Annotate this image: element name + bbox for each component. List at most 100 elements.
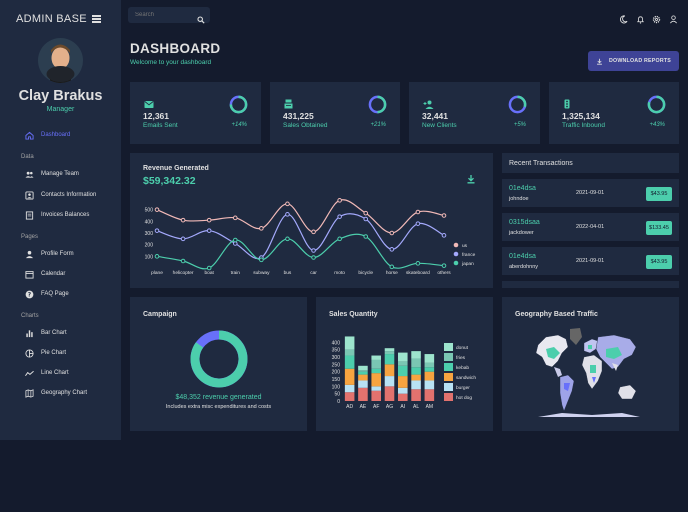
bar-segment-sandwich[interactable]: [398, 376, 408, 388]
transaction-row[interactable]: 01e4dsa aberdohnny 2021-09-01 $43.95: [502, 247, 679, 278]
bar-segment-kebab[interactable]: [371, 368, 381, 374]
bar-segment-burger[interactable]: [424, 380, 435, 390]
person-icon[interactable]: [669, 11, 678, 24]
data-point[interactable]: [154, 228, 160, 233]
sidebar-item-bar-chart[interactable]: Bar Chart: [25, 327, 67, 339]
data-point[interactable]: [180, 217, 186, 223]
bar-segment-kebab[interactable]: [358, 371, 368, 375]
bar-segment-burger[interactable]: [384, 376, 395, 387]
sidebar-item-dashboard[interactable]: Dashboard: [25, 129, 70, 141]
data-point[interactable]: [206, 228, 212, 233]
bar-segment-donut[interactable]: [424, 354, 435, 363]
data-point[interactable]: [441, 233, 447, 238]
data-point[interactable]: [180, 258, 186, 264]
avatar[interactable]: [38, 38, 83, 83]
bar-segment-burger[interactable]: [371, 386, 381, 391]
data-point[interactable]: [441, 263, 447, 268]
data-point[interactable]: [259, 257, 264, 263]
data-point[interactable]: [389, 247, 395, 252]
bar-segment-kebab[interactable]: [384, 354, 395, 365]
sidebar-item-manage-team[interactable]: Manage Team: [25, 168, 79, 180]
bar-segment-sandwich[interactable]: [344, 368, 355, 385]
sidebar-item-line-chart[interactable]: Line Chart: [25, 367, 69, 379]
bar-segment-kebab[interactable]: [424, 367, 435, 372]
bar-segment-donut[interactable]: [398, 352, 408, 362]
data-point[interactable]: [180, 236, 186, 242]
bar-segment-fries[interactable]: [344, 349, 355, 356]
data-point[interactable]: [206, 265, 212, 271]
data-point[interactable]: [415, 261, 421, 266]
data-point[interactable]: [337, 236, 342, 242]
bar-segment-donut[interactable]: [358, 365, 368, 371]
bar-segment-hot-dog[interactable]: [371, 390, 381, 401]
bar-segment-fries[interactable]: [424, 362, 435, 368]
bar-segment-fries[interactable]: [411, 358, 421, 368]
data-point[interactable]: [311, 255, 316, 260]
data-point[interactable]: [363, 234, 369, 239]
download-reports-button[interactable]: DOWNLOAD REPORTS: [588, 51, 679, 71]
sidebar-item-pie-chart[interactable]: Pie Chart: [25, 347, 66, 359]
data-point[interactable]: [259, 226, 264, 231]
sidebar-item-profile-form[interactable]: Profile Form: [25, 248, 74, 260]
data-point[interactable]: [232, 237, 238, 243]
bar-segment-kebab[interactable]: [398, 365, 408, 377]
bar-segment-fries[interactable]: [371, 359, 381, 369]
bar-segment-hot-dog[interactable]: [411, 389, 421, 401]
bar-segment-sandwich[interactable]: [358, 374, 368, 381]
notifications-icon[interactable]: [636, 11, 645, 24]
sidebar-item-invoices[interactable]: Invoices Balances: [25, 209, 89, 221]
data-point[interactable]: [337, 198, 342, 203]
bar-segment-donut[interactable]: [384, 348, 395, 352]
data-point[interactable]: [232, 215, 238, 221]
bar-segment-donut[interactable]: [411, 351, 421, 359]
bar-segment-donut[interactable]: [344, 336, 355, 350]
bar-segment-hot-dog[interactable]: [424, 389, 435, 401]
gear-icon[interactable]: [652, 11, 661, 24]
bar-segment-sandwich[interactable]: [411, 374, 421, 381]
data-point[interactable]: [311, 229, 316, 235]
transaction-row[interactable]: 0315dsaa jackdower 2022-04-01 $133.45: [502, 213, 679, 244]
bar-segment-fries[interactable]: [398, 361, 408, 366]
bar-segment-hot-dog[interactable]: [358, 387, 368, 401]
bar-segment-kebab[interactable]: [344, 355, 355, 369]
search-icon[interactable]: [197, 11, 205, 29]
bar-segment-sandwich[interactable]: [424, 371, 435, 381]
bar-segment-hot-dog[interactable]: [398, 393, 408, 401]
data-point[interactable]: [415, 221, 421, 226]
bar-segment-donut[interactable]: [371, 355, 381, 360]
data-point[interactable]: [441, 213, 447, 218]
download-icon[interactable]: [466, 171, 476, 189]
data-point[interactable]: [415, 209, 421, 215]
menu-icon[interactable]: [92, 15, 101, 23]
bar-segment-sandwich[interactable]: [371, 373, 381, 387]
sidebar-item-faq[interactable]: ? FAQ Page: [25, 288, 69, 300]
bar-segment-burger[interactable]: [398, 387, 408, 394]
data-point[interactable]: [311, 248, 316, 253]
search-input[interactable]: [128, 7, 192, 23]
data-point[interactable]: [363, 216, 369, 222]
data-point[interactable]: [285, 212, 290, 217]
bar-segment-hot-dog[interactable]: [344, 392, 355, 401]
bar-segment-hot-dog[interactable]: [384, 386, 395, 401]
data-point[interactable]: [337, 214, 342, 219]
data-point[interactable]: [154, 254, 160, 259]
bar-segment-sandwich[interactable]: [384, 364, 395, 377]
dark-mode-icon[interactable]: [619, 11, 628, 24]
data-point[interactable]: [389, 230, 395, 236]
sidebar-item-calendar[interactable]: Calendar: [25, 268, 65, 280]
data-point[interactable]: [154, 207, 160, 212]
bar-segment-fries[interactable]: [358, 370, 368, 372]
bar-segment-burger[interactable]: [344, 384, 355, 393]
transaction-row[interactable]: 01e4dsa johndoe 2021-09-01 $43.95: [502, 179, 679, 210]
bar-segment-burger[interactable]: [411, 380, 421, 390]
data-point[interactable]: [285, 236, 290, 242]
bar-segment-burger[interactable]: [358, 380, 368, 388]
sidebar-item-contacts[interactable]: Contacts Information: [25, 189, 96, 201]
data-point[interactable]: [363, 210, 369, 216]
data-point[interactable]: [206, 217, 212, 223]
sidebar-item-geography-chart[interactable]: Geography Chart: [25, 387, 87, 399]
bar-segment-kebab[interactable]: [411, 367, 421, 375]
data-point[interactable]: [285, 201, 290, 207]
bar-segment-fries[interactable]: [384, 351, 395, 355]
data-point[interactable]: [389, 264, 395, 270]
